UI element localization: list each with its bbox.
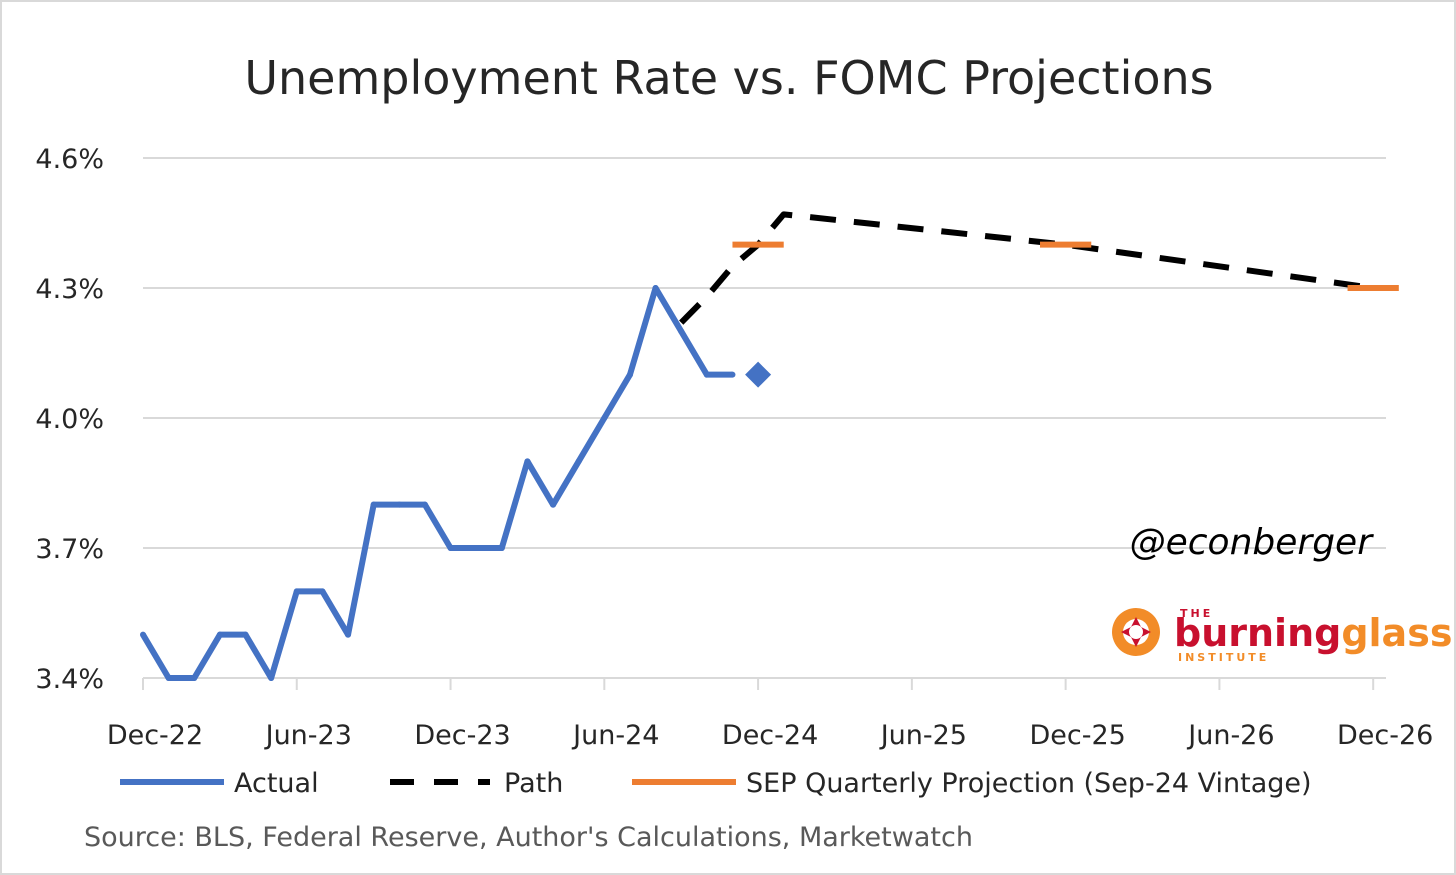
y-tick-label: 4.3% — [35, 274, 104, 305]
actual-data-point — [652, 285, 659, 291]
x-tick-label: Jun-24 — [571, 720, 659, 751]
actual-data-point — [498, 545, 505, 551]
actual-data-point — [140, 631, 146, 638]
chart-title: Unemployment Rate vs. FOMC Projections — [244, 51, 1213, 105]
y-axis: 4.6% 4.3% 4.0% 3.7% 3.4% — [35, 144, 104, 695]
x-tick-label: Dec-26 — [1337, 720, 1433, 751]
x-tick-label: Dec-22 — [107, 720, 203, 751]
x-tick-label: Jun-25 — [879, 720, 967, 751]
x-tick-label: Dec-24 — [722, 720, 818, 751]
legend-label: Actual — [234, 768, 319, 799]
actual-data-point — [396, 501, 403, 508]
actual-data-point — [191, 675, 198, 681]
actual-data-point — [626, 371, 633, 378]
legend-label: SEP Quarterly Projection (Sep-24 Vintage… — [746, 768, 1312, 799]
author-handle: @econberger — [1130, 522, 1375, 563]
y-tick-label: 3.7% — [35, 534, 104, 565]
x-tick-label: Dec-23 — [414, 720, 510, 751]
x-tick-label: Dec-25 — [1029, 720, 1125, 751]
actual-series-line — [140, 285, 733, 681]
actual-data-point — [729, 371, 736, 378]
actual-data-point — [601, 415, 608, 421]
y-tick-label: 4.6% — [35, 144, 104, 175]
actual-data-point — [293, 588, 300, 595]
actual-data-point — [447, 545, 454, 551]
actual-data-point — [524, 458, 531, 465]
grid — [143, 157, 1386, 549]
logo-word-burning: burningglass — [1174, 611, 1452, 655]
actual-data-point — [550, 501, 557, 508]
actual-data-point — [242, 631, 249, 638]
latest-estimate-marker — [745, 361, 772, 388]
actual-data-point — [345, 631, 352, 638]
actual-data-point — [370, 501, 377, 508]
actual-data-point — [575, 458, 582, 465]
logo-the: THE — [1180, 607, 1213, 620]
x-tick-label: Jun-23 — [264, 720, 352, 751]
y-tick-label: 3.4% — [35, 664, 104, 695]
source-note: Source: BLS, Federal Reserve, Author's C… — [84, 822, 973, 853]
actual-data-point — [216, 631, 223, 638]
actual-data-point — [268, 675, 275, 681]
burning-glass-logo: THE burningglass INSTITUTE — [1112, 607, 1452, 664]
actual-data-point — [703, 371, 710, 378]
actual-data-point — [165, 675, 172, 681]
plot-area — [140, 211, 1399, 681]
y-tick-label: 4.0% — [35, 404, 104, 435]
logo-institute: INSTITUTE — [1178, 651, 1269, 664]
legend: Actual Path SEP Quarterly Projection (Sep-… — [120, 768, 1312, 799]
x-tick-label: Jun-26 — [1186, 720, 1274, 751]
actual-data-point — [678, 328, 685, 335]
x-axis: Dec-22 Jun-23 Dec-23 Jun-24 Dec-24 Jun-25 Dec-… — [107, 677, 1433, 751]
sun-icon — [1112, 608, 1160, 656]
actual-data-point — [421, 501, 428, 508]
legend-label: Path — [504, 768, 563, 799]
actual-data-point — [319, 588, 326, 595]
actual-data-point — [473, 545, 480, 551]
path-projection-line — [679, 211, 1374, 325]
